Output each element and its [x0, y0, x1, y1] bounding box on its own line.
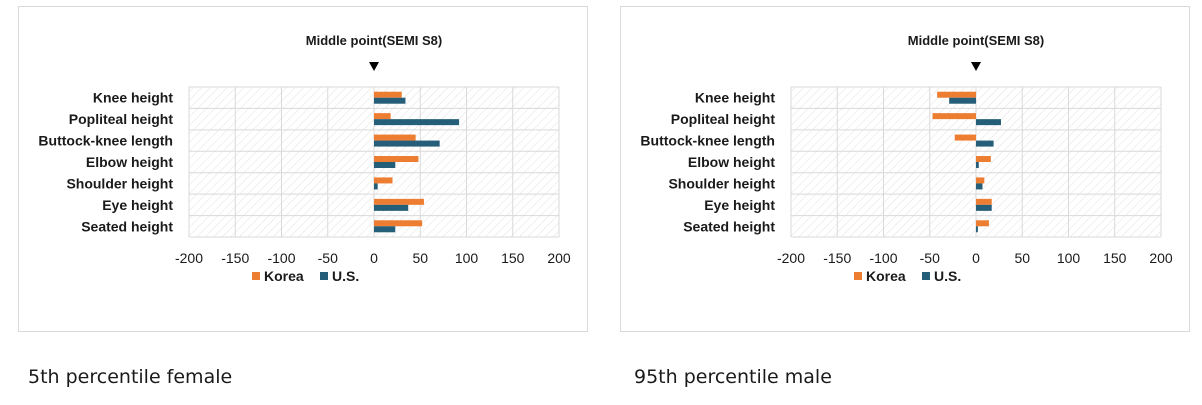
bar-us	[976, 119, 1001, 126]
legend-swatch	[854, 272, 862, 280]
x-tick-label: 200	[547, 250, 571, 266]
bar-korea	[976, 198, 992, 205]
category-label: Buttock-knee length	[640, 133, 775, 149]
bar-us	[976, 204, 992, 211]
category-label: Buttock-knee length	[38, 133, 173, 149]
x-tick-label: 0	[370, 250, 378, 266]
x-tick-label: -100	[267, 250, 295, 266]
category-label: Seated height	[81, 218, 173, 234]
bar-korea	[374, 134, 416, 141]
bar-us	[374, 204, 409, 211]
category-label: Seated height	[683, 218, 775, 234]
legend-label: U.S.	[934, 268, 961, 284]
bar-chart-male: -200 -150 -100 -50 0 50 100 150 200 Middle point(…	[640, 33, 1173, 284]
x-tick-label: -150	[221, 250, 249, 266]
bar-korea	[976, 156, 991, 162]
bar-korea	[976, 177, 985, 184]
x-tick-label: -150	[823, 250, 851, 266]
bar-korea	[374, 156, 419, 162]
bar-korea	[954, 134, 976, 141]
bar-us	[976, 183, 983, 190]
chart-title: Middle point(SEMI S8)	[908, 33, 1045, 48]
category-label: Eye height	[704, 197, 775, 213]
bar-korea	[937, 91, 976, 98]
down-triangle-icon	[369, 62, 379, 71]
down-triangle-icon	[971, 62, 981, 71]
bar-us	[374, 140, 440, 147]
category-label: Knee height	[695, 90, 775, 106]
category-label: Eye height	[102, 197, 173, 213]
category-label: Popliteal height	[69, 111, 174, 127]
category-label: Elbow height	[688, 154, 775, 170]
chart-panel-female: -200 -150 -100 -50 0 50 100 150 200 Middle point(…	[18, 6, 588, 332]
legend-label: U.S.	[332, 268, 359, 284]
x-tick-label: 100	[455, 250, 479, 266]
bar-korea	[374, 91, 402, 98]
bar-korea	[374, 220, 423, 227]
x-tick-label: 150	[1103, 250, 1127, 266]
bar-us	[374, 162, 396, 168]
x-tick-label: 50	[1014, 250, 1030, 266]
legend-swatch	[252, 272, 260, 280]
x-tick-label: 200	[1149, 250, 1173, 266]
bar-us	[374, 119, 460, 126]
legend-label: Korea	[264, 268, 304, 284]
legend-swatch	[320, 272, 328, 280]
chart-caption-female: 5th percentile female	[28, 366, 233, 388]
bar-chart-female: -200 -150 -100 -50 0 50 100 150 200 Middle point(…	[38, 33, 571, 284]
category-label: Elbow height	[86, 154, 173, 170]
x-tick-label: -100	[869, 250, 897, 266]
x-tick-label: -50	[318, 250, 338, 266]
x-tick-label: 50	[412, 250, 428, 266]
x-tick-label: -200	[777, 250, 805, 266]
x-tick-label: -200	[175, 250, 203, 266]
bar-korea	[374, 177, 393, 184]
bar-us	[976, 162, 979, 168]
x-tick-label: -50	[920, 250, 940, 266]
legend-swatch	[922, 272, 930, 280]
x-tick-label: 150	[501, 250, 525, 266]
bar-us	[976, 226, 978, 233]
bar-korea	[976, 220, 989, 227]
bar-us	[374, 183, 378, 190]
bar-us	[374, 97, 406, 104]
x-tick-label: 0	[972, 250, 980, 266]
bar-korea	[374, 113, 391, 120]
chart-caption-male: 95th percentile male	[634, 366, 832, 388]
category-label: Shoulder height	[66, 175, 173, 191]
legend-label: Korea	[866, 268, 906, 284]
bar-korea	[374, 198, 424, 205]
chart-title: Middle point(SEMI S8)	[306, 33, 443, 48]
category-label: Popliteal height	[671, 111, 776, 127]
bar-us	[976, 140, 994, 147]
bar-korea	[932, 113, 976, 120]
category-label: Shoulder height	[668, 175, 775, 191]
bar-us	[374, 226, 396, 233]
chart-panel-male: -200 -150 -100 -50 0 50 100 150 200 Middle point(…	[620, 6, 1190, 332]
x-tick-label: 100	[1057, 250, 1081, 266]
bar-us	[949, 97, 976, 104]
category-label: Knee height	[93, 90, 173, 106]
